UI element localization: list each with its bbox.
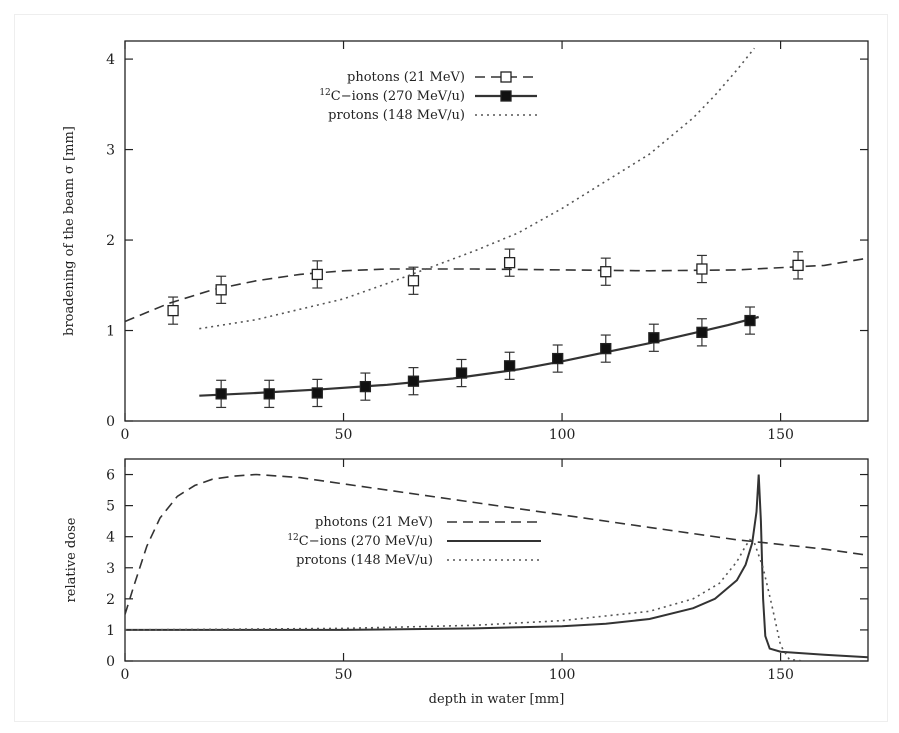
x-tick-label: 150 bbox=[767, 667, 794, 683]
y-tick-label: 2 bbox=[106, 233, 115, 249]
data-point-marker bbox=[744, 314, 756, 327]
legend-marker bbox=[500, 71, 512, 83]
series-line-top-2 bbox=[199, 47, 756, 330]
series-line-bottom-0 bbox=[125, 473, 868, 615]
legend-label: photons (21 MeV) bbox=[315, 515, 433, 530]
top-panel-frame bbox=[124, 40, 869, 422]
x-tick-label: 100 bbox=[549, 667, 576, 683]
data-point-marker bbox=[696, 263, 708, 275]
y-tick-label: 3 bbox=[106, 561, 115, 577]
legend-label-superscript: 12 bbox=[319, 88, 330, 98]
x-tick-label: 0 bbox=[121, 427, 130, 443]
series-line-bottom-2 bbox=[125, 538, 803, 661]
data-point-marker bbox=[407, 375, 420, 387]
data-point-marker bbox=[407, 275, 420, 287]
legend-label: 12C−ions (270 MeV/u) bbox=[319, 88, 465, 104]
data-point-marker bbox=[455, 367, 468, 379]
series-line-bottom-1 bbox=[125, 474, 868, 659]
bottom-panel-frame bbox=[124, 458, 869, 662]
y-tick-label: 0 bbox=[106, 414, 115, 430]
legend-label: 12C−ions (270 MeV/u) bbox=[287, 533, 433, 549]
data-point-marker bbox=[311, 268, 323, 281]
y-tick-label: 2 bbox=[106, 592, 115, 608]
data-point-marker bbox=[696, 326, 708, 338]
y-tick-label: 1 bbox=[106, 623, 115, 639]
x-tick-label: 0 bbox=[121, 667, 130, 683]
data-point-marker bbox=[792, 259, 804, 272]
legend-label-superscript: 12 bbox=[287, 533, 298, 543]
legend-label-text: C−ions (270 MeV/u) bbox=[331, 89, 465, 104]
y-tick-label: 4 bbox=[106, 52, 115, 68]
data-point-marker bbox=[503, 257, 516, 269]
y-tick-label: 3 bbox=[106, 143, 115, 159]
x-axis-label: depth in water [mm] bbox=[429, 692, 565, 707]
legend-label: protons (148 MeV/u) bbox=[328, 108, 465, 123]
data-point-marker bbox=[503, 360, 516, 372]
y-tick-label: 0 bbox=[106, 654, 115, 670]
legend-label: photons (21 MeV) bbox=[347, 70, 465, 85]
legend-label-text: C−ions (270 MeV/u) bbox=[299, 534, 433, 549]
y-tick-label: 4 bbox=[106, 530, 115, 546]
data-point-marker bbox=[648, 332, 660, 344]
data-point-marker bbox=[600, 342, 612, 355]
data-point-marker bbox=[215, 284, 227, 296]
data-point-marker bbox=[167, 304, 179, 317]
y-axis-label: relative dose bbox=[64, 517, 79, 602]
data-point-marker bbox=[359, 380, 372, 393]
x-tick-label: 150 bbox=[767, 427, 794, 443]
data-point-marker bbox=[263, 388, 275, 400]
series-line-top-1 bbox=[199, 315, 759, 397]
data-point-marker bbox=[311, 387, 323, 399]
legend-label: protons (148 MeV/u) bbox=[296, 553, 433, 568]
x-tick-label: 100 bbox=[549, 427, 576, 443]
figure-frame: 0 50 100 150 0 1 2 3 4 broadening of the beam σ [… bbox=[14, 14, 888, 722]
legend-marker bbox=[500, 90, 512, 102]
y-tick-label: 1 bbox=[106, 324, 115, 340]
data-point-marker bbox=[600, 266, 612, 278]
data-point-marker bbox=[552, 352, 564, 365]
series-line-top-0 bbox=[125, 257, 868, 323]
data-point-marker bbox=[215, 388, 227, 400]
y-tick-label: 6 bbox=[106, 468, 115, 484]
y-axis-label: broadening of the beam σ [mm] bbox=[62, 126, 77, 336]
y-tick-label: 5 bbox=[106, 499, 115, 515]
x-tick-label: 50 bbox=[335, 667, 353, 683]
x-tick-label: 50 bbox=[335, 427, 353, 443]
